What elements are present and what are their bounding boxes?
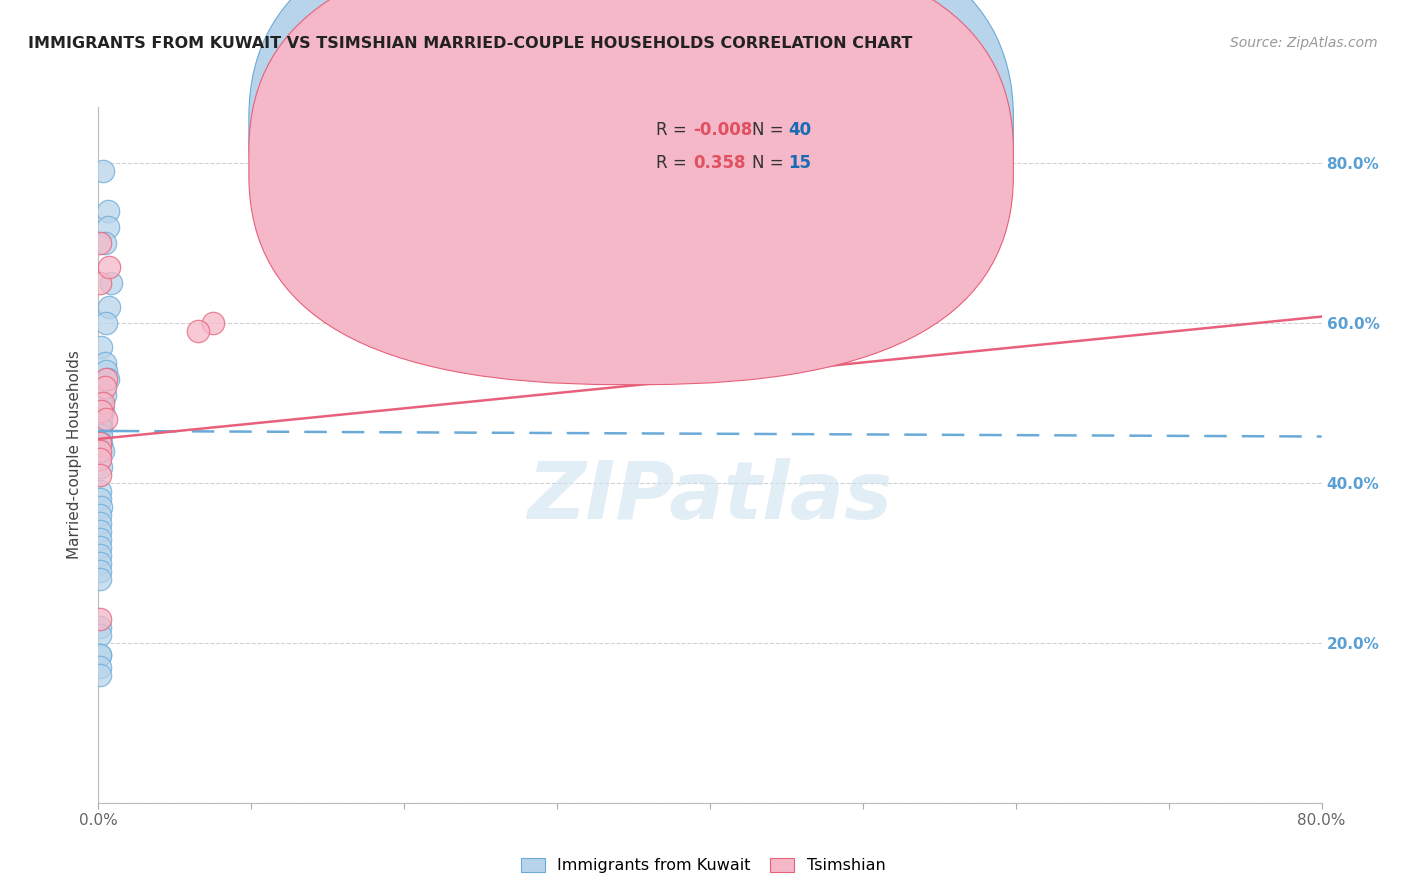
Point [90,428,112,442]
Point [89,532,111,546]
Point [91,164,114,178]
Text: -0.008: -0.008 [693,121,752,139]
Point [89,483,111,498]
Text: 40: 40 [789,121,811,139]
Text: IMMIGRANTS FROM KUWAIT VS TSIMSHIAN MARRIED-COUPLE HOUSEHOLDS CORRELATION CHART: IMMIGRANTS FROM KUWAIT VS TSIMSHIAN MARR… [28,36,912,51]
Point [93,380,115,394]
Text: ZIPatlas: ZIPatlas [527,458,893,536]
Point [90,412,112,426]
Text: 15: 15 [789,153,811,171]
Text: N =: N = [752,153,789,171]
Point [94,316,117,330]
Point [90,420,112,434]
Point [89,516,111,530]
Text: R =: R = [657,121,692,139]
Point [97,204,120,219]
Point [90,420,112,434]
FancyBboxPatch shape [249,0,1014,384]
Point [89,564,111,578]
Point [89,660,111,674]
Point [91,444,114,458]
Point [89,628,111,642]
Point [90,404,112,418]
Point [89,540,111,554]
Point [187,324,209,338]
Text: Source: ZipAtlas.com: Source: ZipAtlas.com [1230,36,1378,50]
Text: N =: N = [752,121,789,139]
Point [89,420,111,434]
Point [94,412,117,426]
Point [90,436,112,450]
Point [98,260,121,274]
Point [89,451,111,466]
Point [89,620,111,634]
Point [100,276,122,290]
Point [89,235,111,250]
Point [93,235,115,250]
Point [89,508,111,522]
Point [89,572,111,586]
Point [94,364,117,378]
Point [91,396,114,410]
Point [89,556,111,570]
Point [90,459,112,474]
Point [94,372,117,386]
FancyBboxPatch shape [249,0,1014,352]
Point [89,548,111,562]
Y-axis label: Married-couple Households: Married-couple Households [67,351,83,559]
Point [89,276,111,290]
Point [89,524,111,538]
Point [97,372,120,386]
Point [89,648,111,662]
Point [97,219,120,234]
Text: R =: R = [657,153,697,171]
Point [90,500,112,514]
Point [90,340,112,354]
Point [89,668,111,682]
Point [91,404,114,418]
Point [89,612,111,626]
Point [202,316,225,330]
Point [89,436,111,450]
Point [93,388,115,402]
Point [93,356,115,370]
FancyBboxPatch shape [593,103,851,201]
Point [89,444,111,458]
Legend: Immigrants from Kuwait, Tsimshian: Immigrants from Kuwait, Tsimshian [515,851,891,880]
Point [89,648,111,662]
Text: 0.358: 0.358 [693,153,745,171]
Point [89,467,111,482]
Point [90,396,112,410]
Point [89,491,111,506]
Point [98,300,121,314]
